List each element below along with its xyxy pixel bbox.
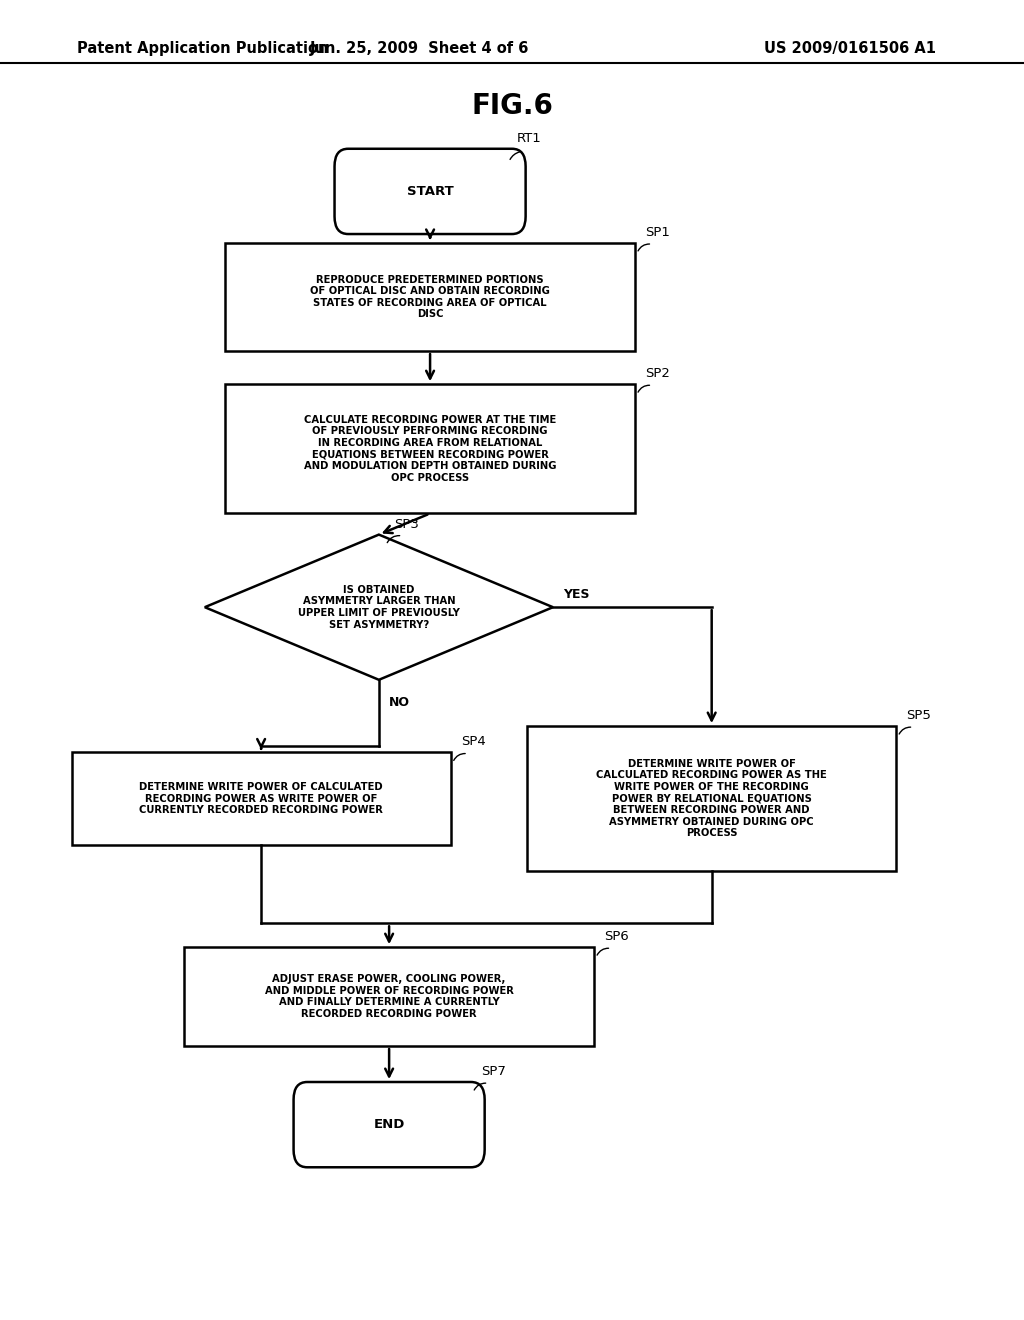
Text: SP4: SP4 bbox=[461, 735, 485, 748]
Text: IS OBTAINED
ASYMMETRY LARGER THAN
UPPER LIMIT OF PREVIOUSLY
SET ASYMMETRY?: IS OBTAINED ASYMMETRY LARGER THAN UPPER … bbox=[298, 585, 460, 630]
Text: SP3: SP3 bbox=[394, 517, 419, 531]
Text: ADJUST ERASE POWER, COOLING POWER,
AND MIDDLE POWER OF RECORDING POWER
AND FINAL: ADJUST ERASE POWER, COOLING POWER, AND M… bbox=[264, 974, 514, 1019]
Text: REPRODUCE PREDETERMINED PORTIONS
OF OPTICAL DISC AND OBTAIN RECORDING
STATES OF : REPRODUCE PREDETERMINED PORTIONS OF OPTI… bbox=[310, 275, 550, 319]
Text: SP7: SP7 bbox=[481, 1065, 506, 1078]
Text: END: END bbox=[374, 1118, 404, 1131]
Text: RT1: RT1 bbox=[517, 132, 542, 145]
Text: DETERMINE WRITE POWER OF CALCULATED
RECORDING POWER AS WRITE POWER OF
CURRENTLY : DETERMINE WRITE POWER OF CALCULATED RECO… bbox=[139, 781, 383, 816]
Text: Jun. 25, 2009  Sheet 4 of 6: Jun. 25, 2009 Sheet 4 of 6 bbox=[310, 41, 529, 57]
Text: CALCULATE RECORDING POWER AT THE TIME
OF PREVIOUSLY PERFORMING RECORDING
IN RECO: CALCULATE RECORDING POWER AT THE TIME OF… bbox=[304, 414, 556, 483]
Bar bbox=[225, 384, 635, 513]
Bar bbox=[72, 752, 451, 845]
Text: SP6: SP6 bbox=[604, 931, 629, 942]
Polygon shape bbox=[205, 535, 553, 680]
Text: SP2: SP2 bbox=[645, 367, 670, 380]
Text: SP5: SP5 bbox=[906, 709, 931, 722]
Text: START: START bbox=[407, 185, 454, 198]
Text: US 2009/0161506 A1: US 2009/0161506 A1 bbox=[764, 41, 936, 57]
Text: SP1: SP1 bbox=[645, 226, 670, 239]
FancyBboxPatch shape bbox=[294, 1082, 484, 1167]
Bar bbox=[184, 948, 594, 1045]
Bar bbox=[527, 726, 896, 871]
Text: DETERMINE WRITE POWER OF
CALCULATED RECORDING POWER AS THE
WRITE POWER OF THE RE: DETERMINE WRITE POWER OF CALCULATED RECO… bbox=[596, 759, 827, 838]
Text: NO: NO bbox=[389, 696, 411, 709]
FancyBboxPatch shape bbox=[335, 149, 525, 234]
Text: FIG.6: FIG.6 bbox=[471, 91, 553, 120]
Text: Patent Application Publication: Patent Application Publication bbox=[77, 41, 329, 57]
Text: YES: YES bbox=[563, 587, 590, 601]
Bar bbox=[225, 243, 635, 351]
